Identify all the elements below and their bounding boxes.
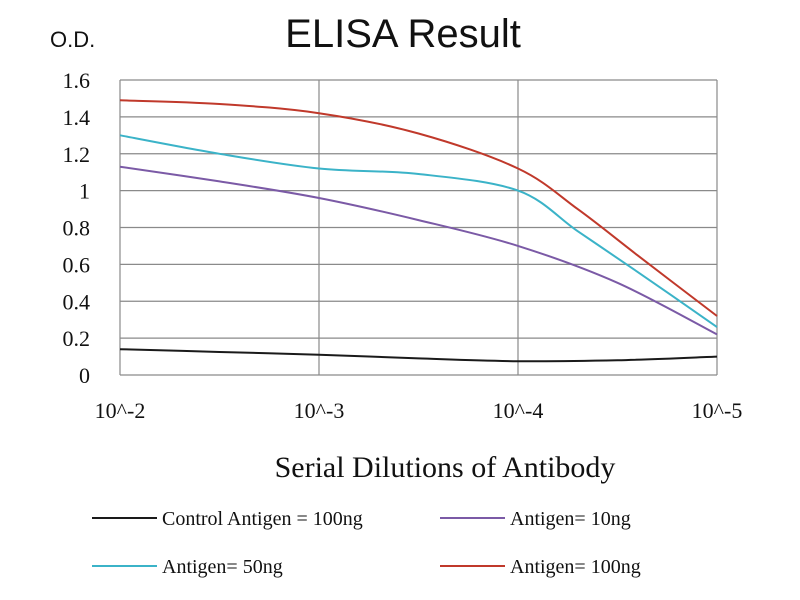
series-line-antigen-100ng [119, 99, 718, 317]
chart-title: ELISA Result [285, 12, 521, 56]
y-tick-label: 0.2 [63, 326, 91, 351]
legend-label: Antigen= 100ng [510, 556, 641, 578]
series-line-antigen-10ng [119, 165, 718, 336]
y-tick-label: 0.6 [63, 252, 91, 277]
y-tick-label: 1.6 [63, 68, 91, 93]
series-lines [119, 99, 718, 363]
gridlines [119, 79, 718, 376]
x-tick-label: 10^-3 [294, 398, 345, 423]
series-line-control-antigen-100ng [119, 348, 718, 363]
y-tick-label: 0 [79, 363, 90, 388]
legend: Control Antigen = 100ng Antigen= 10ng Anti… [92, 508, 641, 578]
y-tick-label: 1.4 [63, 105, 91, 130]
legend-label: Control Antigen = 100ng [162, 508, 363, 530]
x-tick-label: 10^-5 [692, 398, 743, 423]
x-tick-label: 10^-4 [493, 398, 544, 423]
legend-label: Antigen= 50ng [162, 556, 283, 578]
y-axis-label: O.D. [50, 27, 95, 52]
y-tick-label: 1.2 [63, 142, 91, 167]
y-tick-label: 1 [79, 179, 90, 204]
y-tick-labels: 0 0.2 0.4 0.6 0.8 1 1.2 1.4 1.6 [63, 68, 91, 388]
x-axis-label: Serial Dilutions of Antibody [275, 451, 616, 484]
y-tick-label: 0.8 [63, 216, 91, 241]
x-tick-label: 10^-2 [95, 398, 146, 423]
x-tick-labels: 10^-2 10^-3 10^-4 10^-5 [95, 398, 743, 423]
legend-label: Antigen= 10ng [510, 508, 631, 530]
series-line-antigen-50ng [119, 134, 718, 328]
y-tick-label: 0.4 [63, 289, 91, 314]
